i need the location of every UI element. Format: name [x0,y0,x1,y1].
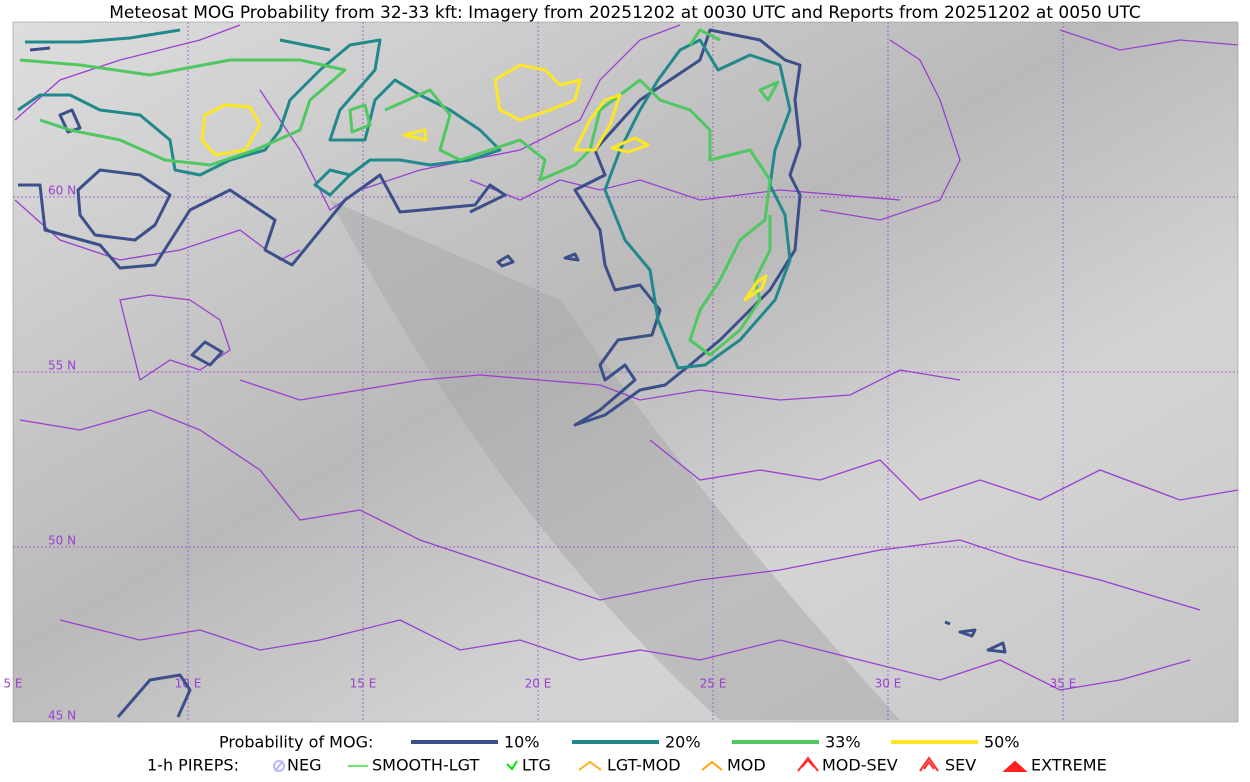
longitude-label: 20 E [525,677,552,691]
legend: Probability of MOG: 10% 20% 33% 50% 1-h PIREP… [147,733,1107,775]
contour-10 [18,173,507,270]
latitude-label: 60 N [48,184,76,198]
longitude-label: 25 E [700,677,727,691]
longitude-label: 30 E [875,677,902,691]
pirep-symbol [701,760,723,771]
longitude-label: 10 E [175,677,202,691]
map-frame [12,21,1239,723]
legend-label: SEV [945,756,976,775]
legend-label: MOD-SEV [822,756,898,775]
contour-20 [17,38,792,370]
pirep-symbol [578,760,602,771]
contour-50 [200,63,768,302]
legend-label: 50% [984,733,1020,752]
pirep-symbol [919,756,939,772]
legend-label: 10% [504,733,540,752]
contour-33 [19,28,780,357]
legend-label: LGT-MOD [607,756,681,775]
contour-10 [573,28,802,427]
legend-label: NEG [287,756,321,775]
pirep-symbol [1002,760,1028,772]
legend-label: SMOOTH-LGT [372,756,479,775]
longitude-label: 35 E [1050,677,1077,691]
longitude-label: 15 E [350,677,377,691]
pirep-symbol [797,756,819,772]
latitude-label: 55 N [48,359,76,373]
contour-20 [25,28,331,52]
legend-label: EXTREME [1031,756,1107,775]
latitude-label: 50 N [48,534,76,548]
legend-label: 20% [665,733,701,752]
legend-title: 1-h PIREPS: [147,756,239,775]
contours [17,28,1007,718]
pirep-symbol [273,760,286,772]
latitude-label: 45 N [48,709,76,723]
legend-label: MOD [727,756,766,775]
legend-label: LTG [522,756,551,775]
pirep-symbol [506,760,518,771]
legend-title: Probability of MOG: [219,733,373,752]
dry-band [330,200,900,720]
legend-label: 33% [825,733,861,752]
contour-10 [29,46,1007,718]
title: Meteosat MOG Probability from 32-33 kft:… [109,3,1141,23]
contour-10 [76,168,172,242]
